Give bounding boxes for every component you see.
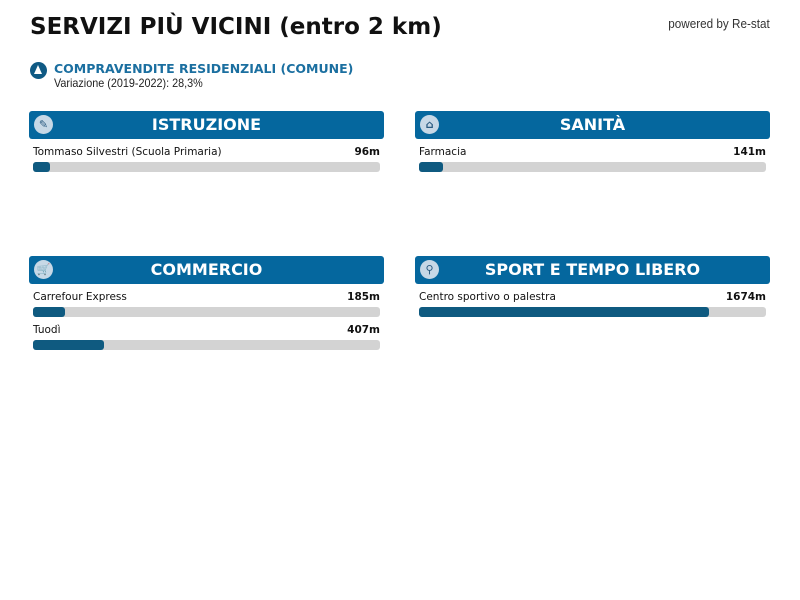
distance-bar-track	[33, 340, 380, 350]
distance-bar-track	[419, 307, 766, 317]
distance-bar-fill	[33, 307, 66, 317]
item-name: Centro sportivo o palestra	[419, 291, 556, 303]
kpi-title: COMPRAVENDITE RESIDENZIALI (COMUNE)	[54, 61, 354, 76]
kpi-block: COMPRAVENDITE RESIDENZIALI (COMUNE) Vari…	[30, 61, 353, 90]
section-header: 🛒 COMMERCIO	[29, 256, 384, 284]
section-title: ISTRUZIONE	[151, 115, 262, 134]
school-icon: ✎	[34, 115, 53, 134]
distance-bar-track	[419, 162, 766, 172]
section-title: SPORT E TEMPO LIBERO	[484, 260, 701, 279]
distance-bar-fill	[33, 340, 104, 350]
powered-by: powered by Re-stat	[668, 16, 770, 31]
section-istruzione: ✎ ISTRUZIONE Tommaso Silvestri (Scuola Pri…	[29, 111, 384, 172]
item-name: Farmacia	[419, 146, 467, 158]
section-title: COMMERCIO	[150, 260, 263, 279]
list-item: Tuodì 407m	[33, 324, 380, 350]
page-title: SERVIZI PIÙ VICINI (entro 2 km)	[30, 14, 442, 40]
section-title: SANITÀ	[559, 115, 626, 134]
distance-bar-fill	[419, 162, 444, 172]
section-header: ⚲ SPORT E TEMPO LIBERO	[415, 256, 770, 284]
item-distance: 407m	[347, 324, 380, 336]
pharmacy-icon: ⌂	[420, 115, 439, 134]
section-sanit-: ⌂ SANITÀ Farmacia 141m	[415, 111, 770, 172]
item-name: Carrefour Express	[33, 291, 127, 303]
section-commercio: 🛒 COMMERCIO Carrefour Express 185m Tuodì 407m	[29, 256, 384, 350]
item-distance: 96m	[354, 146, 380, 158]
distance-bar-track	[33, 162, 380, 172]
item-distance: 185m	[347, 291, 380, 303]
cart-icon: 🛒	[34, 260, 53, 279]
item-distance: 141m	[733, 146, 766, 158]
section-header: ⌂ SANITÀ	[415, 111, 770, 139]
kpi-subtitle: Variazione (2019-2022): 28,3%	[54, 76, 203, 90]
section-sport-e-tempo-libero: ⚲ SPORT E TEMPO LIBERO Centro sportivo o p…	[415, 256, 770, 317]
item-name: Tuodì	[33, 324, 61, 336]
list-item: Centro sportivo o palestra 1674m	[419, 291, 766, 317]
triangle-up-icon	[30, 62, 47, 79]
section-header: ✎ ISTRUZIONE	[29, 111, 384, 139]
item-distance: 1674m	[725, 291, 766, 303]
list-item: Carrefour Express 185m	[33, 291, 380, 317]
distance-bar-fill	[419, 307, 710, 317]
item-name: Tommaso Silvestri (Scuola Primaria)	[33, 146, 222, 158]
list-item: Tommaso Silvestri (Scuola Primaria) 96m	[33, 146, 380, 172]
distance-bar-fill	[33, 162, 50, 172]
sport-icon: ⚲	[420, 260, 439, 279]
distance-bar-track	[33, 307, 380, 317]
list-item: Farmacia 141m	[419, 146, 766, 172]
